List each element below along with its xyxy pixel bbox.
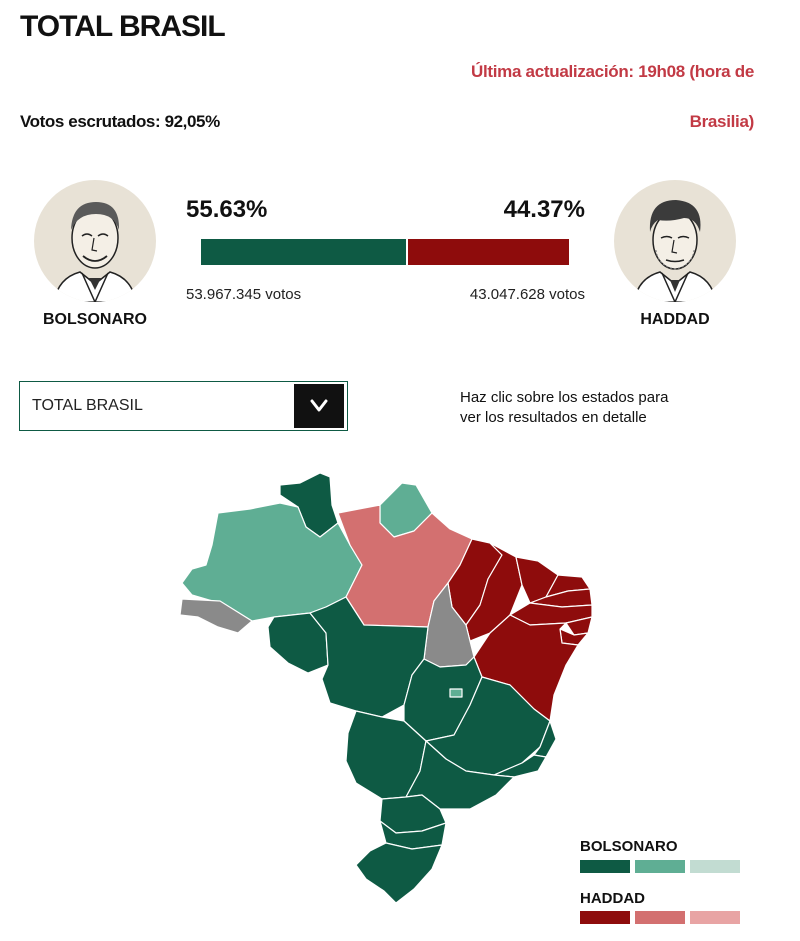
state-rio-grande-do-sul[interactable]	[355, 842, 443, 904]
map-hint-line-1: Haz clic sobre los estados para	[460, 389, 669, 406]
brazil-results-map[interactable]	[170, 465, 610, 905]
legend-bolsonaro-swatches	[580, 860, 740, 873]
legend-haddad-title: HADDAD	[580, 890, 645, 907]
chevron-down-icon	[310, 399, 328, 412]
state-acre[interactable]	[179, 598, 253, 634]
state-select-dropdown[interactable]: TOTAL BRASIL	[19, 381, 348, 431]
haddad-name: HADDAD	[640, 311, 710, 328]
bolsonaro-name: BOLSONARO	[43, 311, 147, 328]
legend-haddad-swatches	[580, 911, 740, 924]
legend-swatch	[690, 911, 740, 924]
haddad-avatar	[614, 180, 736, 302]
haddad-votes: 43.047.628 votos	[469, 286, 585, 303]
page-title: TOTAL BRASIL	[20, 10, 226, 43]
state-select-value: TOTAL BRASIL	[32, 397, 143, 414]
haddad-percentage: 44.37%	[503, 196, 585, 223]
votes-counted-text: Votos escrutados: 92,05%	[20, 112, 220, 131]
legend-swatch	[635, 911, 685, 924]
legend-swatch	[635, 860, 685, 873]
state-distrito-federal[interactable]	[449, 688, 463, 698]
state-sao-paulo[interactable]	[405, 740, 515, 810]
bolsonaro-votes: 53.967.345 votos	[186, 286, 302, 303]
last-update-text-cont: Brasilia)	[689, 112, 755, 131]
legend-swatch	[690, 860, 740, 873]
bolsonaro-percentage: 55.63%	[186, 196, 268, 223]
haddad-portrait-icon	[633, 200, 717, 302]
map-hint-line-2: ver los resultados en detalle	[460, 409, 647, 426]
haddad-share-bar	[405, 239, 569, 265]
legend-bolsonaro-title: BOLSONARO	[580, 838, 678, 855]
vote-share-bar	[201, 239, 569, 265]
bolsonaro-avatar	[34, 180, 156, 302]
bolsonaro-portrait-icon	[53, 202, 137, 302]
last-update-text: Última actualización: 19h08 (hora de	[470, 62, 754, 81]
bolsonaro-share-bar	[201, 239, 406, 265]
legend-swatch	[580, 911, 630, 924]
legend-swatch	[580, 860, 630, 873]
map-hint-text: Haz clic sobre los estados para ver los …	[460, 388, 668, 428]
dropdown-toggle-button[interactable]	[294, 384, 344, 428]
